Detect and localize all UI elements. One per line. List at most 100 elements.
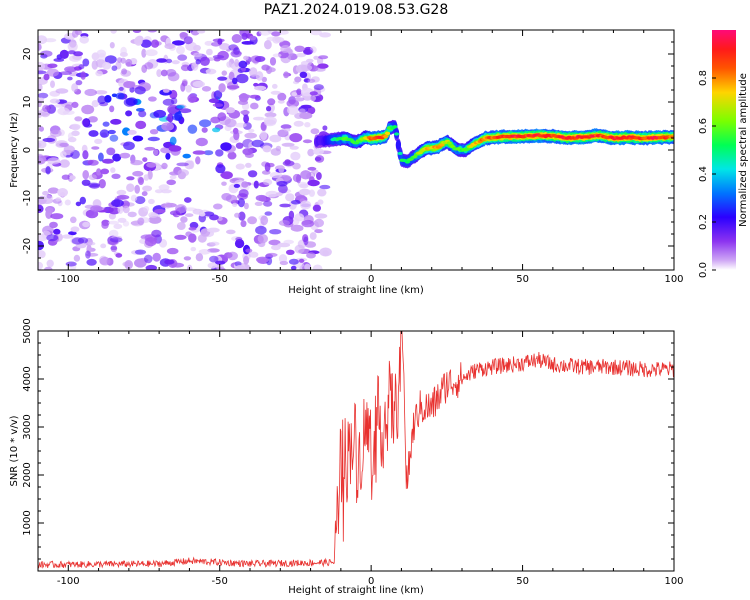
colorbar-tick-label: 0.2 (698, 214, 709, 230)
spectrogram-noise-blob (317, 63, 329, 69)
spectrogram-noise-blob (245, 162, 252, 168)
spectrogram-noise-blob (123, 141, 135, 151)
spectrogram-noise-blob (110, 118, 122, 125)
spectrogram-noise-blob (82, 150, 89, 160)
spectrogram-noise-blob (164, 202, 177, 208)
spectrogram-noise-blob (153, 209, 166, 214)
spectrogram-noise-blob (68, 231, 77, 236)
spectrogram-noise-blob (266, 106, 272, 112)
spectrogram-noise-blob (63, 145, 75, 154)
spectrogram-noise-blob (47, 157, 60, 165)
spectrogram-noise-blob (64, 199, 71, 206)
spectrogram-noise-blob (232, 77, 238, 85)
spectrogram-noise-blob (265, 190, 279, 198)
spectrogram-noise-blob (237, 198, 245, 208)
spectrogram-noise-blob (293, 120, 304, 127)
spectrogram-noise-blob (238, 211, 246, 221)
spectrogram-noise-blob (165, 152, 171, 160)
spectrogram-noise-blob (148, 211, 159, 219)
spectrogram-noise-blob (146, 162, 157, 168)
snr-panel: -100 -50 0 50 100 1000 2000 3000 4000 5000 Heigh… (9, 318, 684, 596)
spectrogram-noise-blob (43, 73, 50, 81)
spectrogram-noise-blob (84, 88, 97, 97)
spectrogram-signal-cell (392, 125, 398, 129)
spectrogram-noise-blob (91, 100, 100, 108)
spectrogram-noise-blob (61, 174, 71, 180)
spectrogram-noise-blob (127, 129, 137, 135)
spectrogram-noise-blob (67, 76, 73, 81)
spectrogram-noise-blob (42, 190, 49, 196)
spectrogram-noise-blob (74, 116, 83, 122)
spectrogram-noise-blob (112, 153, 122, 162)
spectrogram-noise-blob (46, 234, 59, 242)
spectrogram-noise-blob (95, 70, 103, 77)
spectrogram-noise-blob (188, 160, 195, 170)
spectrogram-noise-blob (38, 204, 44, 213)
spectrogram-noise-blob (195, 137, 208, 147)
spectrogram-noise-blob (134, 184, 140, 194)
spectrogram-noise-blob (142, 185, 153, 192)
spectrogram-noise-blob (130, 194, 138, 202)
x-tick-label: -50 (212, 576, 228, 587)
spectrogram-noise-blob (232, 202, 238, 207)
spectrogram-noise-blob (279, 203, 291, 208)
spectrogram-noise-blob (286, 99, 300, 108)
spectrogram-noise-blob (115, 253, 123, 258)
colorbar-tick-label: 0.4 (698, 166, 709, 182)
spectrogram-noise-blob (38, 250, 46, 259)
spectrogram-noise-blob (126, 176, 135, 181)
spectrogram-signal-cell (397, 151, 403, 156)
spectrogram-noise-blob (49, 98, 61, 104)
spectrogram-noise-blob (215, 260, 226, 265)
spectrogram-noise-blob (286, 249, 295, 255)
spectrogram-noise-blob (121, 68, 127, 75)
spectrogram-noise-blob (87, 241, 96, 246)
spectrogram-noise-blob (44, 266, 53, 270)
spectrogram-noise-blob (287, 105, 299, 115)
spectrogram-noise-blob (85, 250, 91, 259)
spectrogram-noise-blob (195, 253, 204, 262)
spectrogram-noise-blob (129, 86, 135, 93)
spectrogram-noise-blob (224, 118, 237, 128)
spectrogram-noise-blob (322, 250, 329, 256)
spectrogram-noise-blob (240, 220, 247, 228)
spectrogram-noise-blob (38, 261, 43, 270)
spectrogram-noise-blob (99, 256, 111, 266)
spectrogram-noise-blob (314, 229, 323, 234)
spectrogram-noise-blob (38, 70, 47, 75)
spectrogram-noise-blob (38, 126, 45, 132)
spectrogram-noise-blob (109, 237, 123, 243)
spectrogram-noise-blob (252, 116, 265, 121)
spectrogram-noise-blob (227, 251, 239, 261)
spectrogram-noise-blob (91, 52, 100, 61)
spectrogram-noise-blob (140, 39, 152, 48)
spectrogram-noise-blob (168, 145, 182, 152)
spectrogram-noise-blob (54, 104, 66, 108)
spectrogram-noise-blob (306, 58, 314, 63)
spectrogram-noise-blob (226, 229, 236, 235)
colorbar: 0.0 0.2 0.4 0.6 0.8 Normalized spectral ampl… (698, 30, 749, 278)
spectrogram-noise-blob (261, 76, 267, 83)
spectrogram-noise-blob (144, 146, 156, 151)
spectrogram-noise-blob (151, 229, 162, 238)
colorbar-bar (712, 30, 736, 270)
spectrogram-noise-blob (110, 244, 118, 253)
spectrogram-noise-blob (220, 172, 232, 178)
spectrogram-noise-blob (107, 220, 120, 225)
spectrogram-noise-blob (185, 85, 192, 93)
spectrogram-noise-blob (278, 254, 288, 264)
spectrogram-noise-blob (275, 145, 282, 152)
spectrogram-noise-blob (307, 179, 320, 187)
spectrogram-noise-blob (299, 112, 313, 120)
spectrogram-noise-blob (307, 78, 316, 83)
snr-x-axis-label: Height of straight line (km) (288, 585, 424, 596)
spectrogram-noise-blob (64, 66, 77, 73)
spectrogram-noise-blob (177, 169, 189, 177)
spectrogram-noise-blob (118, 86, 124, 91)
spectrogram-noise-blob (166, 179, 176, 186)
spectrogram-noise-blob (70, 216, 77, 224)
spectrogram-noise-blob (80, 71, 86, 80)
snr-series-line (38, 331, 674, 569)
spectrogram-signal-track (314, 119, 674, 169)
